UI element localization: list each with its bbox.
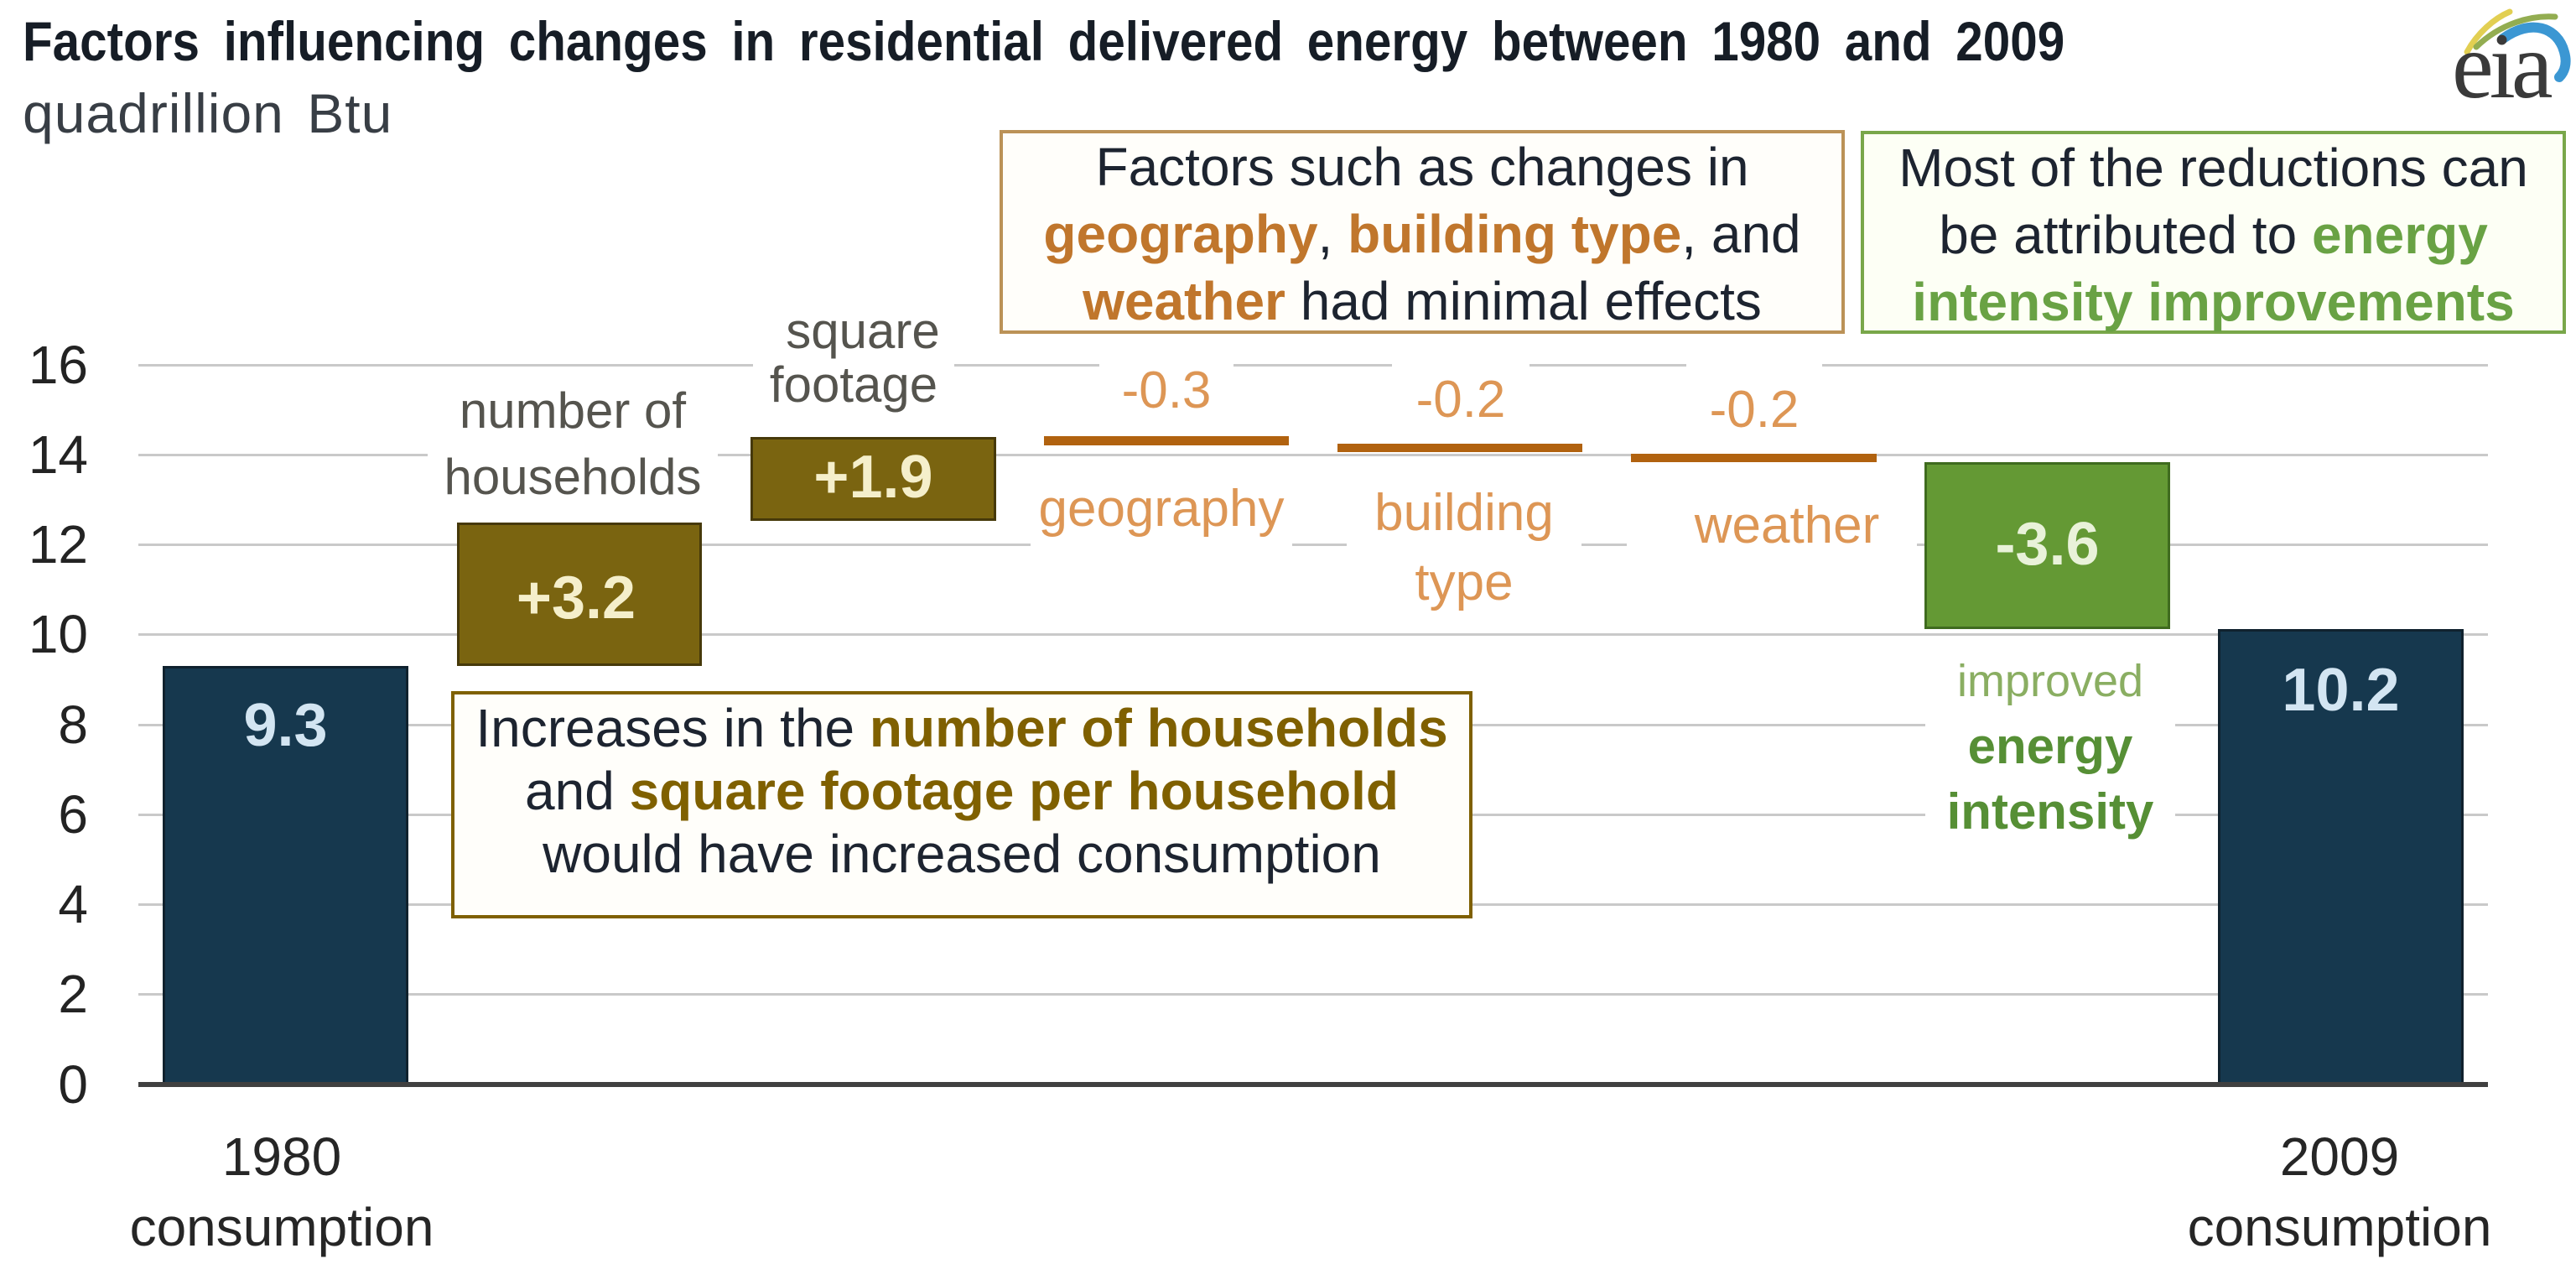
svg-text:eia: eia [2452,14,2553,118]
